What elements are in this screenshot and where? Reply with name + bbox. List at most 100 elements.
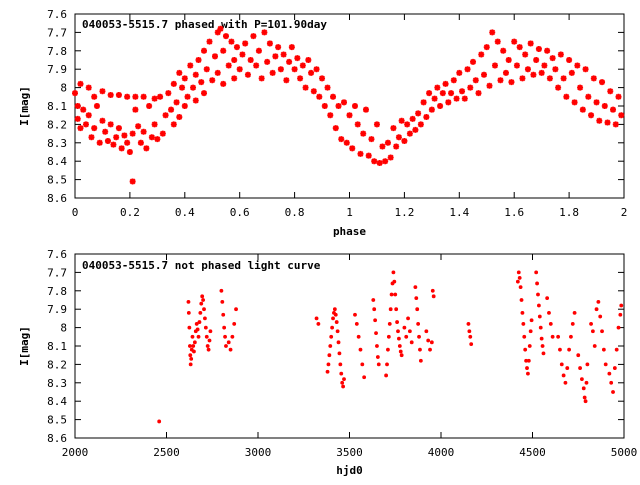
bottom-data-point bbox=[394, 307, 399, 312]
top-data-point bbox=[181, 103, 188, 109]
bottom-data-point bbox=[520, 310, 525, 315]
top-data-point bbox=[151, 121, 158, 128]
bottom-data-point bbox=[198, 310, 203, 315]
top-data-point bbox=[357, 150, 364, 157]
top-data-point bbox=[497, 77, 504, 84]
top-data-point bbox=[618, 112, 625, 119]
top-x-tick-label: 0 bbox=[72, 206, 79, 219]
bottom-data-point bbox=[418, 347, 422, 352]
top-data-point bbox=[461, 95, 468, 102]
bottom-x-axis-label: hjd0 bbox=[336, 464, 363, 477]
top-y-tick-label: 7.8 bbox=[47, 45, 67, 58]
bottom-data-point bbox=[469, 342, 474, 347]
top-x-tick-label: 0.6 bbox=[230, 206, 250, 219]
top-data-point bbox=[341, 99, 348, 106]
bottom-data-point bbox=[561, 373, 566, 378]
top-data-point bbox=[162, 112, 169, 119]
bottom-data-point bbox=[536, 292, 540, 297]
top-data-point bbox=[384, 139, 391, 146]
bottom-data-point bbox=[569, 334, 573, 339]
bottom-data-point bbox=[353, 312, 357, 317]
bottom-data-point bbox=[556, 334, 561, 339]
bottom-data-point bbox=[203, 316, 207, 321]
top-data-point bbox=[428, 106, 435, 113]
top-data-point bbox=[541, 62, 548, 69]
bottom-data-point bbox=[404, 334, 409, 339]
top-x-tick-label: 1.4 bbox=[449, 206, 469, 219]
top-data-point bbox=[151, 95, 158, 102]
bottom-data-point bbox=[619, 303, 624, 308]
top-data-point bbox=[176, 114, 183, 121]
bottom-data-point bbox=[340, 380, 345, 385]
top-data-point bbox=[85, 84, 92, 91]
top-x-tick-label: 0.4 bbox=[175, 206, 195, 219]
bottom-data-point bbox=[371, 298, 376, 302]
top-data-point bbox=[176, 69, 183, 76]
bottom-data-point bbox=[406, 316, 410, 321]
bottom-data-point bbox=[612, 366, 617, 370]
bottom-data-point bbox=[519, 298, 524, 302]
bottom-data-point bbox=[521, 322, 526, 326]
top-data-point bbox=[201, 90, 208, 97]
top-data-point bbox=[217, 25, 224, 32]
top-x-tick-label: 1 bbox=[346, 206, 353, 219]
top-data-point bbox=[102, 128, 109, 135]
bottom-data-point bbox=[416, 322, 421, 326]
bottom-data-point bbox=[584, 380, 589, 385]
bottom-data-point bbox=[570, 322, 575, 326]
top-data-point bbox=[321, 103, 328, 109]
bottom-data-point bbox=[388, 307, 393, 312]
top-data-point bbox=[489, 29, 496, 36]
top-data-point bbox=[129, 178, 136, 185]
top-y-tick-label: 8 bbox=[60, 82, 67, 95]
top-data-point bbox=[415, 110, 422, 117]
top-data-point bbox=[231, 57, 238, 63]
top-data-point bbox=[74, 103, 81, 109]
top-x-tick-label: 1.2 bbox=[394, 206, 414, 219]
bottom-data-point bbox=[430, 288, 435, 293]
top-data-point bbox=[431, 95, 438, 102]
top-data-point bbox=[261, 29, 268, 36]
top-data-point bbox=[552, 66, 559, 73]
top-data-point bbox=[338, 136, 345, 143]
top-data-point bbox=[483, 44, 490, 51]
top-data-point bbox=[242, 40, 249, 47]
top-data-point bbox=[93, 103, 100, 109]
top-data-point bbox=[376, 160, 383, 167]
top-data-point bbox=[560, 75, 567, 82]
bottom-data-point bbox=[223, 334, 227, 339]
top-data-point bbox=[535, 45, 542, 52]
bottom-data-point bbox=[187, 325, 192, 330]
top-data-point bbox=[382, 158, 389, 165]
top-data-point bbox=[190, 84, 197, 91]
top-data-point bbox=[324, 84, 331, 91]
top-data-point bbox=[91, 93, 98, 100]
bottom-x-tick-label: 4000 bbox=[428, 446, 455, 459]
top-data-point bbox=[516, 44, 523, 51]
bottom-data-point bbox=[391, 270, 396, 275]
top-data-point bbox=[206, 38, 213, 45]
bottom-data-point bbox=[328, 344, 333, 348]
top-data-point bbox=[253, 62, 260, 69]
top-data-point bbox=[346, 112, 353, 119]
bottom-data-point bbox=[545, 296, 550, 301]
bottom-x-tick-label: 4500 bbox=[519, 446, 546, 459]
top-y-tick-label: 7.6 bbox=[47, 8, 67, 21]
top-data-point bbox=[170, 121, 177, 128]
top-data-point bbox=[203, 66, 210, 73]
top-data-point bbox=[275, 44, 282, 51]
top-data-point bbox=[264, 58, 271, 65]
bottom-data-point bbox=[389, 292, 394, 297]
top-y-tick-label: 8.2 bbox=[47, 118, 67, 131]
bottom-data-point bbox=[387, 322, 392, 326]
bottom-data-point bbox=[618, 312, 623, 317]
bottom-chart-title: 040053-5515.7 not phased light curve bbox=[82, 259, 321, 272]
top-data-point bbox=[258, 75, 265, 82]
top-x-axis-label: phase bbox=[333, 225, 366, 238]
top-data-point bbox=[439, 90, 446, 97]
top-data-point bbox=[157, 93, 164, 100]
top-data-point bbox=[220, 47, 227, 54]
bottom-data-point bbox=[535, 281, 539, 286]
top-series bbox=[72, 25, 625, 185]
